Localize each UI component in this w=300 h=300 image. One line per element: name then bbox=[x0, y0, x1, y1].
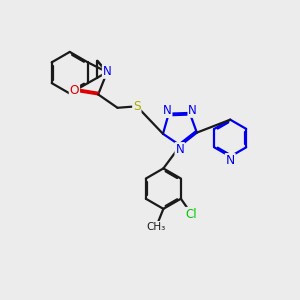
Text: N: N bbox=[226, 154, 235, 167]
Text: CH₃: CH₃ bbox=[146, 222, 165, 232]
Text: N: N bbox=[163, 104, 172, 117]
Text: N: N bbox=[176, 143, 184, 156]
Text: O: O bbox=[70, 84, 79, 97]
Text: S: S bbox=[133, 100, 141, 113]
Text: N: N bbox=[188, 104, 197, 117]
Text: Cl: Cl bbox=[186, 208, 197, 221]
Text: N: N bbox=[103, 65, 112, 78]
